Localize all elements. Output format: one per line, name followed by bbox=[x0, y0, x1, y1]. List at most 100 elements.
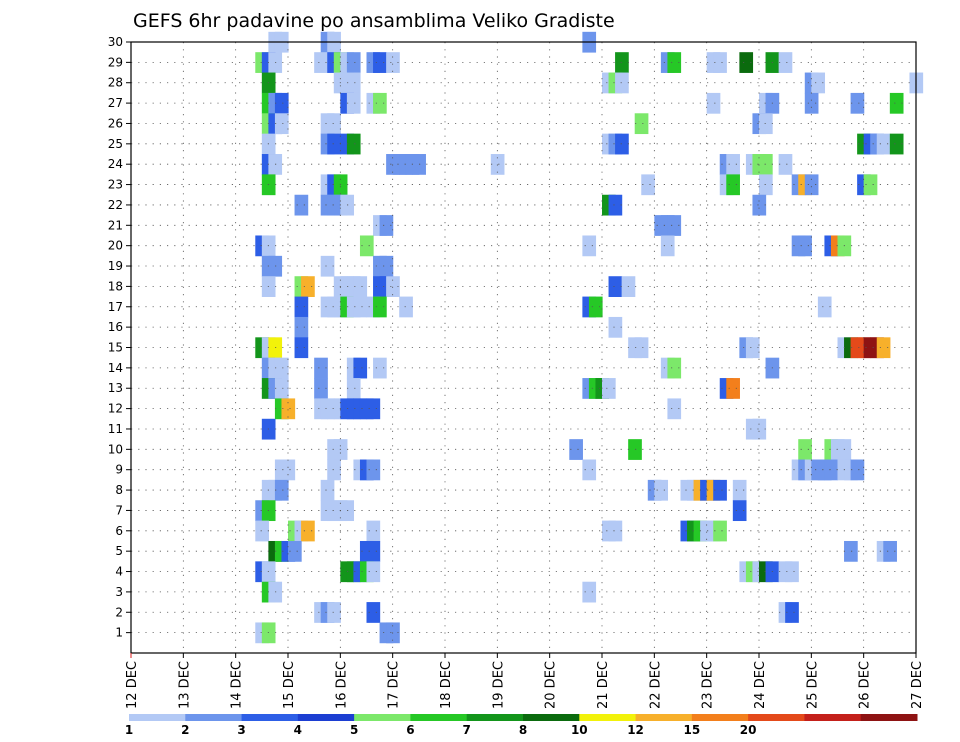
ensemble-cell bbox=[588, 296, 603, 318]
colorbar-label: 10 bbox=[571, 723, 588, 737]
colorbar-swatch bbox=[860, 714, 918, 721]
ensemble-cell bbox=[294, 337, 309, 359]
x-tick-label: 18 DEC bbox=[439, 661, 454, 709]
ensemble-cell bbox=[327, 459, 341, 481]
y-tick-label: 6 bbox=[115, 524, 123, 538]
ensemble-cell bbox=[582, 459, 597, 481]
ensemble-cell bbox=[379, 255, 394, 277]
colorbar-swatch bbox=[748, 714, 805, 721]
x-tick-label: 15 DEC bbox=[282, 661, 297, 709]
ensemble-cell bbox=[667, 52, 682, 73]
ensemble-cell bbox=[798, 439, 812, 460]
ensemble-cell bbox=[824, 459, 839, 481]
y-tick-label: 23 bbox=[108, 178, 123, 192]
ensemble-cell bbox=[373, 92, 387, 114]
ensemble-cell bbox=[608, 520, 623, 542]
ensemble-cell bbox=[346, 378, 361, 399]
ensemble-cell bbox=[641, 174, 655, 196]
y-tick-label: 28 bbox=[108, 76, 123, 90]
y-tick-label: 5 bbox=[115, 544, 123, 558]
ensemble-cell bbox=[255, 520, 269, 542]
ensemble-cell bbox=[732, 500, 747, 522]
colorbar-swatch bbox=[297, 714, 355, 721]
ensemble-cell bbox=[850, 92, 865, 114]
ensemble-cell bbox=[785, 602, 799, 623]
y-tick-label: 22 bbox=[108, 198, 123, 212]
ensemble-cell bbox=[373, 296, 387, 318]
colorbar-swatch bbox=[129, 714, 186, 721]
ensemble-cell bbox=[353, 296, 368, 318]
x-tick-label: 17 DEC bbox=[387, 661, 402, 709]
colorbar-swatch bbox=[804, 714, 862, 721]
ensemble-cell bbox=[327, 133, 341, 155]
y-tick-label: 20 bbox=[108, 239, 123, 253]
ensemble-cell bbox=[274, 357, 289, 379]
ensemble-cell bbox=[346, 52, 361, 73]
ensemble-cell bbox=[320, 255, 335, 277]
y-tick-label: 27 bbox=[108, 96, 123, 110]
ensemble-cell bbox=[379, 215, 394, 236]
ensemble-cell bbox=[366, 540, 381, 562]
x-axis-ticks: 12 DEC 13 DEC 14 DEC 15 DEC 16 DEC 17 DEC 18 D… bbox=[125, 653, 925, 709]
y-tick-label: 12 bbox=[108, 402, 123, 416]
ensemble-cell bbox=[667, 215, 682, 236]
ensemble-cell bbox=[759, 174, 773, 196]
y-tick-label: 24 bbox=[108, 157, 123, 171]
ensemble-cell bbox=[713, 520, 727, 542]
ensemble-cell bbox=[373, 52, 387, 73]
ensemble-cell bbox=[274, 378, 289, 399]
ensemble-cell bbox=[366, 398, 381, 420]
x-tick-label: 16 DEC bbox=[334, 661, 349, 709]
y-tick-label: 2 bbox=[115, 605, 123, 619]
y-tick-label: 9 bbox=[115, 463, 123, 477]
x-tick-label: 24 DEC bbox=[753, 661, 768, 709]
ensemble-cell bbox=[386, 52, 400, 73]
ensemble-cell bbox=[752, 194, 767, 216]
y-tick-label: 30 bbox=[108, 35, 123, 49]
ensemble-cell bbox=[569, 439, 583, 460]
colorbar-label: 20 bbox=[740, 723, 757, 737]
y-axis-ticks: 1234567891011121314151617181920212223242… bbox=[108, 35, 131, 640]
ensemble-cell bbox=[294, 296, 309, 318]
x-tick-label: 26 DEC bbox=[858, 661, 873, 709]
colorbar-label: 12 bbox=[627, 723, 644, 737]
y-tick-label: 4 bbox=[115, 565, 123, 579]
colorbar-label: 8 bbox=[519, 723, 527, 737]
colorbar-swatch bbox=[410, 714, 468, 721]
ensemble-cell bbox=[353, 357, 368, 379]
ensemble-cell bbox=[327, 602, 341, 623]
colorbar-label: 4 bbox=[294, 723, 302, 737]
y-tick-label: 17 bbox=[108, 300, 123, 314]
ensemble-cell bbox=[608, 276, 623, 297]
y-tick-label: 11 bbox=[108, 422, 123, 436]
ensemble-cell bbox=[745, 337, 760, 359]
colorbar-swatch bbox=[579, 714, 637, 721]
y-tick-label: 15 bbox=[108, 341, 123, 355]
colorbar-label: 7 bbox=[463, 723, 471, 737]
colorbar: 1 2 3 4 5 6 7 8 10 12 15 20 bbox=[125, 714, 918, 737]
y-tick-label: 13 bbox=[108, 381, 123, 395]
x-tick-label: 20 DEC bbox=[544, 661, 559, 709]
y-tick-label: 14 bbox=[108, 361, 123, 375]
ensemble-cell bbox=[804, 92, 819, 114]
ensemble-cell bbox=[373, 357, 387, 379]
colorbar-label: 1 bbox=[125, 723, 133, 737]
ensemble-cell bbox=[608, 194, 623, 216]
x-tick-label: 23 DEC bbox=[701, 661, 716, 709]
ensemble-cell bbox=[706, 92, 721, 114]
ensemble-cell bbox=[399, 296, 413, 318]
ensemble-cell bbox=[301, 276, 315, 297]
ensemble-cell bbox=[850, 459, 865, 481]
ensemble-cell bbox=[739, 52, 754, 73]
ensemble-cell bbox=[876, 133, 891, 155]
ensemble-cell bbox=[346, 72, 361, 94]
y-tick-label: 19 bbox=[108, 259, 123, 273]
colorbar-swatch bbox=[185, 714, 243, 721]
colorbar-label: 2 bbox=[181, 723, 189, 737]
ensemble-cell bbox=[778, 154, 793, 175]
colorbar-swatch bbox=[354, 714, 411, 721]
ensemble-cell bbox=[752, 418, 767, 440]
x-tick-label: 25 DEC bbox=[805, 661, 820, 709]
ensemble-cell bbox=[314, 357, 328, 379]
